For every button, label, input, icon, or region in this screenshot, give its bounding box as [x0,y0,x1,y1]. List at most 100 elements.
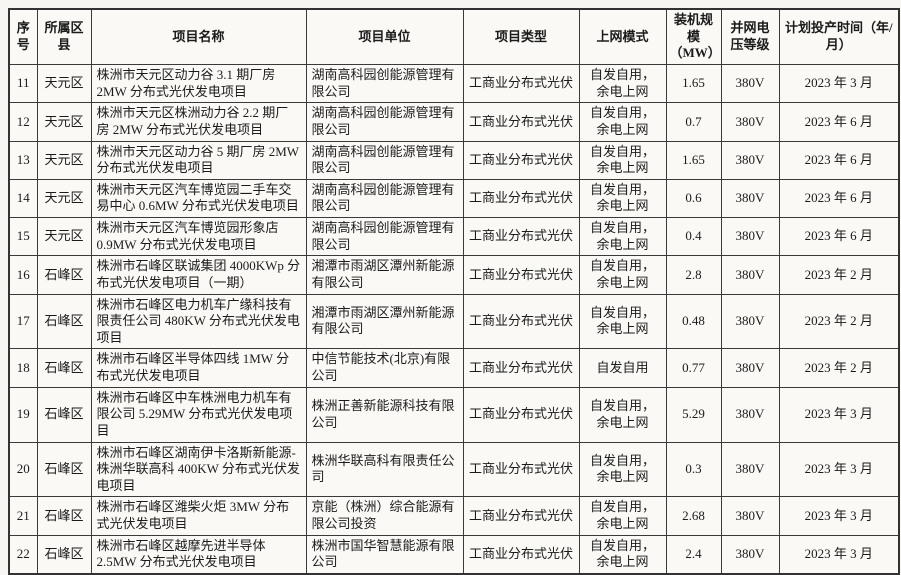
col-header-project-name: 项目名称 [90,8,307,65]
cell-project-name: 株洲市石峰区中车株洲电力机车有限公司 5.29MW 分布式光伏发电项目 [90,386,307,443]
cell-project-name: 株洲市石峰区电力机车广缘科技有限责任公司 480KW 分布式光伏发电项目 [90,293,307,350]
table-row: 14 天元区 株洲市天元区汽车博览园二手车交易中心 0.6MW 分布式光伏发电项… [8,178,900,219]
cell-project-type: 工商业分布式光伏 [462,102,580,142]
cell-capacity: 5.29 [665,386,722,443]
col-header-project-unit: 项目单位 [305,8,464,65]
cell-grid-mode: 自发自用，余电上网 [578,534,667,575]
cell-planned-date: 2023 年 6 月 [778,102,900,142]
cell-voltage: 380V [720,496,780,536]
cell-project-type: 工商业分布式光伏 [462,441,580,498]
cell-planned-date: 2023 年 6 月 [778,216,900,257]
cell-district: 天元区 [36,102,92,142]
cell-grid-mode: 自发自用，余电上网 [578,441,667,498]
cell-project-name: 株洲市石峰区越摩先进半导体 2.5MW 分布式光伏发电项目 [90,534,307,575]
cell-serial-no: 11 [8,63,38,104]
cell-voltage: 380V [720,63,780,104]
cell-serial-no: 14 [8,178,38,219]
cell-serial-no: 20 [8,441,38,498]
cell-project-unit: 湖南高科园创能源管理有限公司 [305,178,464,219]
table-header-row: 序号 所属区县 项目名称 项目单位 项目类型 上网模式 装机规模（MW） 并网电… [8,8,900,65]
pv-projects-table: 序号 所属区县 项目名称 项目单位 项目类型 上网模式 装机规模（MW） 并网电… [8,8,900,575]
col-header-voltage-level: 并网电压等级 [720,8,780,65]
table-row: 12 天元区 株洲市天元区株洲动力谷 2.2 期厂房 2MW 分布式光伏发电项目… [8,102,900,142]
table-row: 20 石峰区 株洲市石峰区湖南伊卡洛斯新能源-株洲华联高科 400KW 分布式光… [8,441,900,498]
cell-planned-date: 2023 年 3 月 [778,63,900,104]
cell-voltage: 380V [720,293,780,350]
cell-project-name: 株洲市天元区株洲动力谷 2.2 期厂房 2MW 分布式光伏发电项目 [90,102,307,142]
cell-project-unit: 京能（株洲）综合能源有限公司投资 [305,496,464,536]
cell-capacity: 2.68 [665,496,722,536]
cell-planned-date: 2023 年 2 月 [778,293,900,350]
cell-planned-date: 2023 年 3 月 [778,534,900,575]
cell-grid-mode: 自发自用，余电上网 [578,386,667,443]
cell-grid-mode: 自发自用，余电上网 [578,216,667,257]
cell-serial-no: 13 [8,140,38,180]
col-header-capacity: 装机规模（MW） [665,8,722,65]
cell-capacity: 0.3 [665,441,722,498]
cell-project-name: 株洲市石峰区半导体四线 1MW 分布式光伏发电项目 [90,348,307,388]
cell-grid-mode: 自发自用 [578,348,667,388]
cell-district: 石峰区 [36,534,92,575]
cell-project-type: 工商业分布式光伏 [462,216,580,257]
cell-district: 石峰区 [36,255,92,295]
cell-project-unit: 湖南高科园创能源管理有限公司 [305,140,464,180]
cell-planned-date: 2023 年 3 月 [778,386,900,443]
cell-grid-mode: 自发自用，余电上网 [578,496,667,536]
cell-district: 石峰区 [36,496,92,536]
col-header-project-type: 项目类型 [462,8,580,65]
cell-voltage: 380V [720,102,780,142]
cell-district: 石峰区 [36,441,92,498]
cell-project-unit: 湖南高科园创能源管理有限公司 [305,102,464,142]
cell-project-name: 株洲市天元区动力谷 5 期厂房 2MW 分布式光伏发电项目 [90,140,307,180]
cell-serial-no: 16 [8,255,38,295]
col-header-serial-no: 序号 [8,8,38,65]
table-row: 18 石峰区 株洲市石峰区半导体四线 1MW 分布式光伏发电项目 中信节能技术(… [8,348,900,388]
cell-project-unit: 湘潭市雨湖区潭州新能源有限公司 [305,255,464,295]
cell-project-unit: 湘潭市雨湖区潭州新能源有限公司 [305,293,464,350]
cell-capacity: 0.77 [665,348,722,388]
cell-planned-date: 2023 年 3 月 [778,496,900,536]
col-header-district: 所属区县 [36,8,92,65]
cell-project-name: 株洲市石峰区联诚集团 4000KWp 分布式光伏发电项目（一期） [90,255,307,295]
cell-voltage: 380V [720,140,780,180]
cell-grid-mode: 自发自用，余电上网 [578,63,667,104]
cell-district: 天元区 [36,140,92,180]
cell-grid-mode: 自发自用，余电上网 [578,140,667,180]
cell-grid-mode: 自发自用，余电上网 [578,102,667,142]
cell-grid-mode: 自发自用，余电上网 [578,178,667,219]
table-row: 22 石峰区 株洲市石峰区越摩先进半导体 2.5MW 分布式光伏发电项目 株洲市… [8,534,900,575]
cell-project-type: 工商业分布式光伏 [462,140,580,180]
cell-project-unit: 中信节能技术(北京)有限公司 [305,348,464,388]
cell-serial-no: 17 [8,293,38,350]
cell-project-type: 工商业分布式光伏 [462,534,580,575]
cell-voltage: 380V [720,534,780,575]
cell-district: 石峰区 [36,386,92,443]
cell-serial-no: 18 [8,348,38,388]
cell-planned-date: 2023 年 2 月 [778,255,900,295]
cell-capacity: 0.4 [665,216,722,257]
cell-voltage: 380V [720,216,780,257]
table-row: 13 天元区 株洲市天元区动力谷 5 期厂房 2MW 分布式光伏发电项目 湖南高… [8,140,900,180]
col-header-planned-date: 计划投产时间（年/月） [778,8,900,65]
cell-project-name: 株洲市石峰区潍柴火炬 3MW 分布式光伏发电项目 [90,496,307,536]
table-row: 17 石峰区 株洲市石峰区电力机车广缘科技有限责任公司 480KW 分布式光伏发… [8,293,900,350]
cell-capacity: 2.4 [665,534,722,575]
cell-voltage: 380V [720,386,780,443]
cell-project-unit: 湖南高科园创能源管理有限公司 [305,63,464,104]
cell-serial-no: 15 [8,216,38,257]
cell-project-type: 工商业分布式光伏 [462,63,580,104]
cell-project-unit: 湖南高科园创能源管理有限公司 [305,216,464,257]
cell-serial-no: 22 [8,534,38,575]
cell-project-name: 株洲市天元区汽车博览园二手车交易中心 0.6MW 分布式光伏发电项目 [90,178,307,219]
table-row: 21 石峰区 株洲市石峰区潍柴火炬 3MW 分布式光伏发电项目 京能（株洲）综合… [8,496,900,536]
cell-project-name: 株洲市石峰区湖南伊卡洛斯新能源-株洲华联高科 400KW 分布式光伏发电项目 [90,441,307,498]
cell-project-type: 工商业分布式光伏 [462,386,580,443]
cell-project-type: 工商业分布式光伏 [462,178,580,219]
cell-capacity: 0.7 [665,102,722,142]
table-row: 16 石峰区 株洲市石峰区联诚集团 4000KWp 分布式光伏发电项目（一期） … [8,255,900,295]
cell-project-type: 工商业分布式光伏 [462,293,580,350]
cell-project-unit: 株洲华联高科有限责任公司 [305,441,464,498]
cell-project-type: 工商业分布式光伏 [462,496,580,536]
cell-serial-no: 12 [8,102,38,142]
